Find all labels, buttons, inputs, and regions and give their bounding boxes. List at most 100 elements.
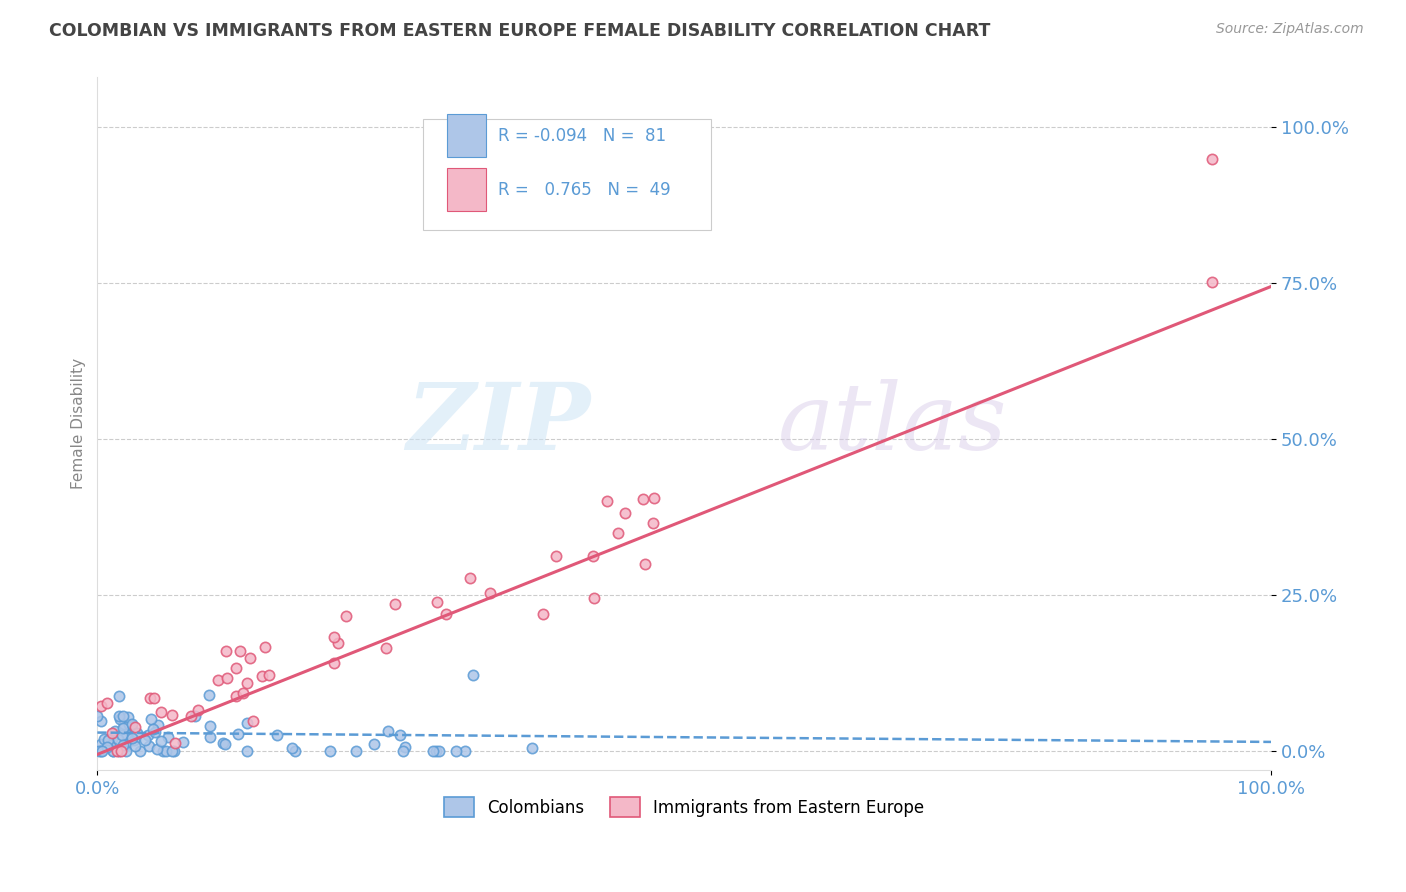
Point <box>454 744 477 758</box>
Point <box>232 686 254 700</box>
Point <box>90 744 112 758</box>
Point <box>326 636 349 650</box>
Point <box>228 644 250 658</box>
Point <box>634 558 657 572</box>
Point <box>254 640 277 655</box>
Point <box>145 725 167 739</box>
Point <box>103 744 125 758</box>
Point <box>107 731 129 746</box>
Point <box>163 744 186 758</box>
Point <box>323 630 346 644</box>
Point <box>115 744 138 758</box>
Point <box>463 668 485 682</box>
Point <box>239 650 262 665</box>
Legend: Colombians, Immigrants from Eastern Europe: Colombians, Immigrants from Eastern Euro… <box>437 790 931 824</box>
Point <box>207 673 229 687</box>
Point <box>581 549 603 563</box>
Point <box>236 676 259 690</box>
Point <box>212 736 235 750</box>
Point <box>183 709 205 723</box>
Point <box>235 715 257 730</box>
Point <box>614 506 637 520</box>
Point <box>143 690 166 705</box>
Point <box>389 728 412 742</box>
Point <box>427 744 450 758</box>
Point <box>90 737 112 751</box>
Point <box>266 729 288 743</box>
Point <box>146 741 169 756</box>
Point <box>172 735 194 749</box>
Point <box>544 549 567 564</box>
Point <box>101 731 124 746</box>
Point <box>335 609 357 624</box>
Point <box>1201 152 1223 166</box>
Point <box>165 736 187 750</box>
Point <box>643 491 665 505</box>
Point <box>394 739 416 754</box>
Point <box>90 698 112 713</box>
Point <box>115 729 138 743</box>
Point <box>479 586 502 600</box>
Point <box>93 731 115 746</box>
Point <box>118 727 141 741</box>
Point <box>607 526 630 541</box>
Point <box>257 668 280 682</box>
Point <box>434 607 457 621</box>
Point <box>146 717 169 731</box>
Point <box>520 740 543 755</box>
Point <box>215 644 238 658</box>
Point <box>142 722 165 736</box>
Point <box>444 744 467 758</box>
Point <box>160 707 183 722</box>
Point <box>97 733 120 747</box>
Point <box>284 744 307 758</box>
Text: ZIP: ZIP <box>406 379 591 468</box>
Point <box>150 705 173 719</box>
Point <box>138 691 160 706</box>
Point <box>198 719 221 733</box>
Text: R =   0.765   N =  49: R = 0.765 N = 49 <box>498 181 671 199</box>
Point <box>160 744 183 758</box>
Point <box>458 571 481 585</box>
Point <box>86 709 108 723</box>
Point <box>384 597 406 611</box>
Point <box>226 727 249 741</box>
Point <box>180 709 202 723</box>
Point <box>242 714 264 728</box>
Point <box>582 591 605 606</box>
Point <box>117 710 139 724</box>
Point <box>235 744 257 758</box>
Point <box>426 595 449 609</box>
Point <box>198 730 221 744</box>
Point <box>225 660 247 674</box>
Y-axis label: Female Disability: Female Disability <box>72 359 86 490</box>
Point <box>107 689 129 703</box>
Point <box>250 669 273 683</box>
Point <box>114 727 136 741</box>
Point <box>375 641 398 656</box>
Point <box>157 730 180 744</box>
Point <box>631 491 654 506</box>
Text: Source: ZipAtlas.com: Source: ZipAtlas.com <box>1216 22 1364 37</box>
Point <box>97 731 120 746</box>
Point <box>112 721 135 735</box>
Point <box>138 739 160 753</box>
Point <box>319 744 342 758</box>
Point <box>108 744 131 758</box>
Point <box>1201 276 1223 290</box>
Point <box>121 731 143 745</box>
Point <box>96 696 118 710</box>
Point <box>90 744 112 758</box>
Point <box>110 744 132 758</box>
Point <box>108 709 131 723</box>
Point <box>214 737 236 751</box>
Point <box>134 733 156 747</box>
Point <box>281 741 304 756</box>
Text: COLOMBIAN VS IMMIGRANTS FROM EASTERN EUROPE FEMALE DISABILITY CORRELATION CHART: COLOMBIAN VS IMMIGRANTS FROM EASTERN EUR… <box>49 22 991 40</box>
Point <box>114 738 136 752</box>
Point <box>425 744 447 758</box>
Point <box>112 708 135 723</box>
Point <box>121 723 143 737</box>
Text: atlas: atlas <box>778 379 1008 468</box>
Point <box>322 656 344 670</box>
